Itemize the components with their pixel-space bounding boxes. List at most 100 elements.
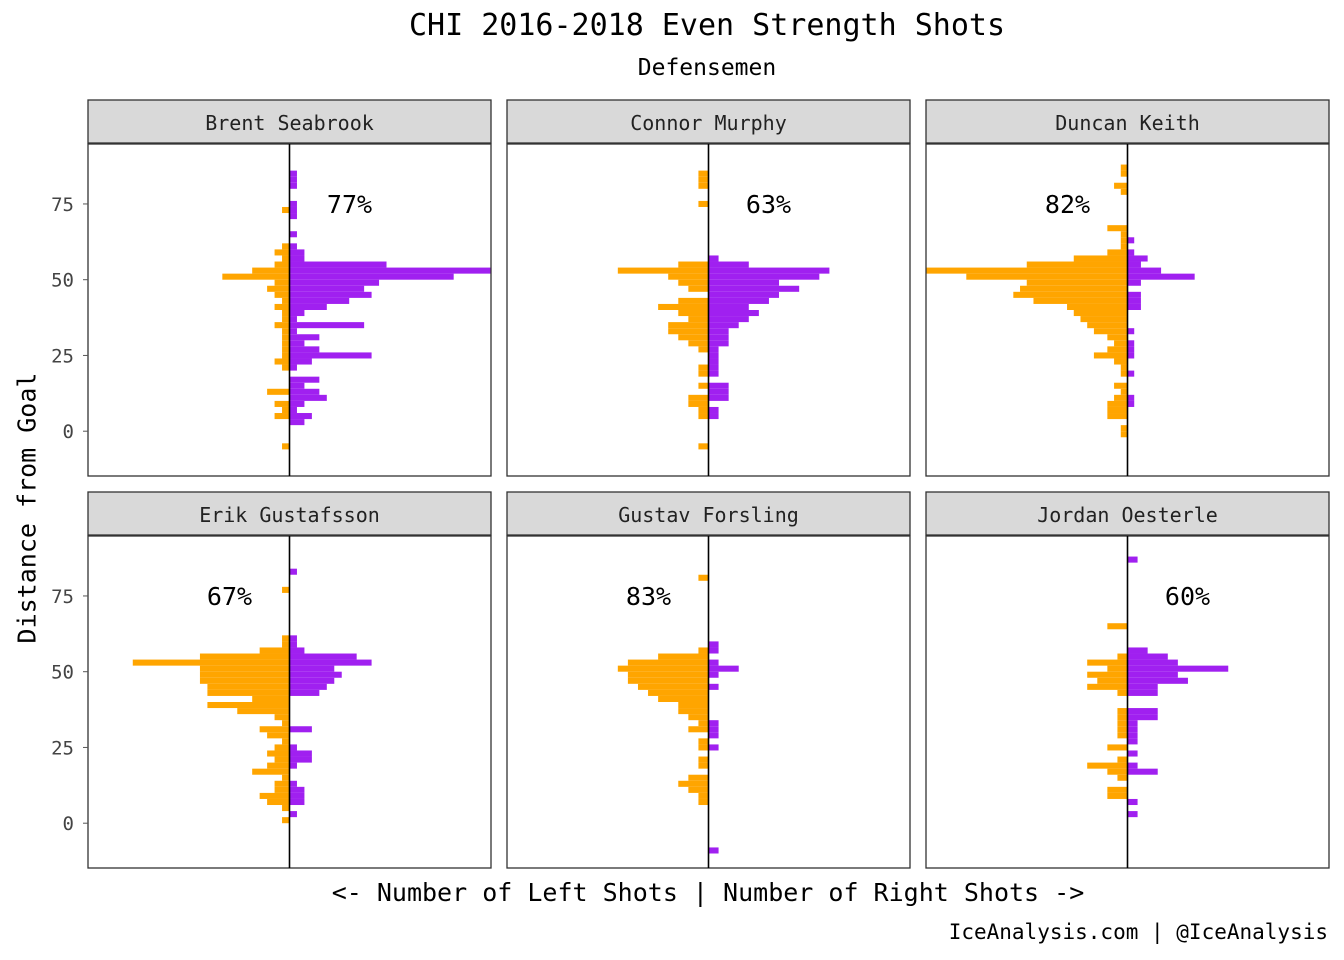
- left-shot-bar: [698, 370, 709, 377]
- right-shot-percentage-label: 67%: [207, 582, 252, 611]
- right-shot-bar: [708, 647, 719, 654]
- right-shot-bar: [1127, 291, 1141, 298]
- right-shot-bar: [708, 683, 719, 690]
- facet-panel: Gustav Forsling 83%: [506, 491, 911, 869]
- facet-panel: Erik Gustafsson 67% 0 25 50 75: [51, 491, 492, 869]
- right-shot-bar: [289, 726, 312, 733]
- right-shot-bar: [708, 340, 729, 347]
- left-shot-bar: [1120, 164, 1128, 171]
- right-shot-bar: [1127, 340, 1135, 347]
- right-shot-bar: [289, 231, 297, 238]
- left-shot-bar: [678, 708, 709, 715]
- x-axis-label: <- Number of Left Shots | Number of Righ…: [331, 878, 1085, 907]
- left-shot-bar: [1013, 291, 1128, 298]
- right-shot-bar: [289, 243, 297, 250]
- right-shot-bar: [289, 303, 327, 310]
- left-shot-bar: [627, 671, 709, 678]
- y-tick-label: 50: [51, 270, 74, 292]
- right-shot-percentage-label: 63%: [746, 190, 791, 219]
- left-shot-bar: [282, 334, 290, 341]
- left-shot-bar: [678, 279, 709, 286]
- left-shot-bar: [274, 744, 290, 751]
- y-tick-label: 0: [63, 421, 74, 443]
- right-shot-bar: [1127, 647, 1148, 654]
- left-shot-bar: [1033, 297, 1128, 304]
- left-shot-bar: [259, 647, 290, 654]
- left-shot-bar: [698, 792, 709, 799]
- left-shot-bar: [267, 388, 290, 395]
- left-shot-bar: [282, 206, 290, 214]
- right-shot-bar: [289, 255, 305, 262]
- left-shot-bar: [1107, 792, 1128, 799]
- right-shot-bar: [289, 364, 297, 371]
- right-shot-bar: [289, 780, 297, 787]
- y-axis-label: Distance from Goal: [12, 372, 42, 644]
- right-shot-bar: [289, 406, 297, 414]
- right-shot-bar: [1127, 677, 1188, 684]
- left-shot-bar: [1114, 394, 1128, 401]
- right-shot-bar: [708, 671, 719, 678]
- right-shot-bar: [289, 200, 297, 207]
- left-shot-bar: [1117, 653, 1128, 660]
- right-shot-bar: [289, 285, 365, 292]
- left-shot-bar: [1114, 340, 1128, 347]
- left-shot-bar: [1093, 352, 1128, 359]
- right-shot-bar: [1127, 738, 1138, 745]
- left-shot-bar: [698, 647, 709, 654]
- left-shot-bar: [274, 780, 290, 787]
- left-shot-bar: [282, 805, 290, 812]
- facet-strip-label: Duncan Keith: [1055, 111, 1200, 135]
- right-shot-bar: [1127, 671, 1178, 678]
- left-shot-bar: [1117, 708, 1128, 715]
- left-shot-bar: [1120, 231, 1128, 238]
- left-shot-bar: [1107, 665, 1128, 672]
- right-shot-bar: [289, 653, 357, 660]
- facet-strip: [925, 99, 1330, 144]
- right-shot-bar: [289, 346, 320, 353]
- right-shot-bar: [1127, 352, 1135, 359]
- y-tick-label: 25: [51, 345, 74, 367]
- left-shot-bar: [1107, 225, 1128, 232]
- right-shot-bar: [1127, 768, 1158, 775]
- left-shot-bar: [1114, 358, 1128, 365]
- left-shot-bar: [698, 382, 709, 389]
- left-shot-bar: [1097, 677, 1128, 684]
- left-shot-bar: [282, 817, 290, 824]
- right-shot-bar: [289, 170, 297, 177]
- right-shot-bar: [289, 297, 350, 304]
- left-shot-bar: [252, 695, 290, 702]
- right-shot-bar: [1127, 255, 1148, 262]
- left-shot-bar: [1107, 768, 1128, 775]
- left-shot-bar: [1087, 671, 1128, 678]
- left-shot-bar: [282, 641, 290, 648]
- right-shot-bar: [289, 249, 305, 256]
- left-shot-bar: [282, 297, 290, 304]
- left-shot-bar: [1120, 243, 1128, 250]
- right-shot-bar: [708, 291, 780, 298]
- right-shot-bar: [708, 370, 719, 377]
- right-shot-bar: [1127, 720, 1138, 727]
- right-shot-bar: [289, 388, 320, 395]
- left-shot-bar: [1117, 720, 1128, 727]
- facet-panel: Jordan Oesterle 60%: [925, 491, 1330, 869]
- left-shot-bar: [1107, 744, 1128, 751]
- right-shot-bar: [708, 847, 719, 854]
- right-shot-bar: [289, 328, 297, 335]
- left-shot-bar: [1107, 623, 1128, 630]
- right-shot-bar: [708, 659, 719, 666]
- right-shot-bar: [289, 689, 320, 696]
- right-shot-bar: [708, 279, 780, 286]
- left-shot-bar: [1120, 170, 1128, 177]
- right-shot-bar: [289, 261, 387, 268]
- right-shot-bar: [1127, 726, 1138, 733]
- right-shot-bar: [708, 322, 739, 329]
- right-shot-bar: [289, 279, 380, 286]
- left-shot-bar: [1093, 328, 1128, 335]
- right-shot-bar: [1127, 689, 1158, 696]
- left-shot-bar: [1117, 756, 1128, 763]
- right-shot-bar: [289, 750, 312, 757]
- left-shot-bar: [698, 738, 709, 745]
- left-shot-bar: [267, 732, 290, 739]
- left-shot-bar: [207, 689, 290, 696]
- right-shot-bar: [1127, 732, 1138, 739]
